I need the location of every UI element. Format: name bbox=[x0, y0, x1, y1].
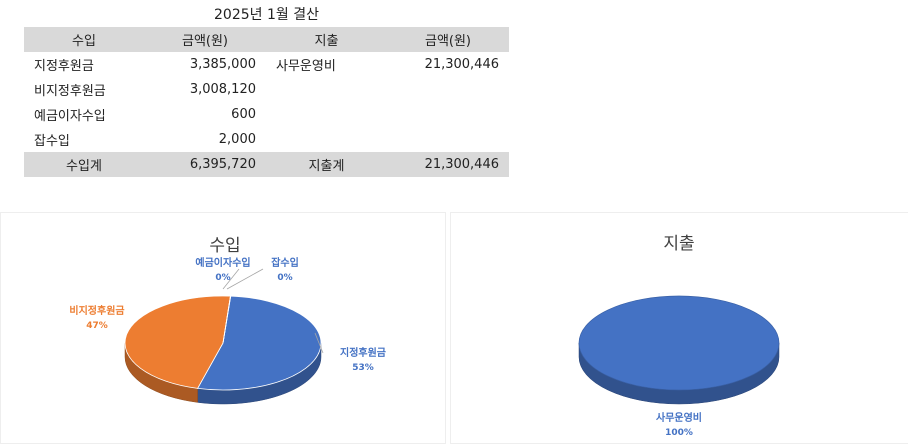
leader-line bbox=[314, 332, 324, 354]
chart-title: 지출 bbox=[663, 234, 694, 254]
pie-slice bbox=[222, 295, 232, 344]
income-item: 잡수입 bbox=[34, 134, 70, 149]
pie-slice bbox=[196, 295, 322, 391]
expense-amount bbox=[387, 77, 509, 102]
expense-item bbox=[266, 102, 387, 127]
expense-amount bbox=[387, 127, 509, 152]
table-row: 지정후원금 3,385,000 사무운영비 21,300,446 bbox=[24, 52, 509, 77]
data-label-category: 비지정후원금 bbox=[69, 304, 124, 317]
expense-total-label: 지출계 bbox=[266, 152, 387, 177]
sheet-title: 2025년 1월 결산 bbox=[214, 7, 319, 23]
leader-line bbox=[226, 268, 264, 290]
data-label-category: 잡수입 bbox=[271, 256, 299, 269]
expense-item bbox=[266, 127, 387, 152]
expense-item bbox=[266, 77, 387, 102]
data-label-percent: 53% bbox=[352, 363, 374, 373]
expense-total-amount: 21,300,446 bbox=[387, 152, 509, 177]
income-amount: 3,385,000 bbox=[189, 57, 256, 72]
table-total-row: 수입계 6,395,720 지출계 21,300,446 bbox=[24, 152, 509, 177]
header-income-amount: 금액(원) bbox=[144, 27, 266, 52]
data-label-percent: 100% bbox=[665, 428, 693, 438]
table-row: 잡수입 2,000 bbox=[24, 127, 509, 152]
header-expense: 지출 bbox=[266, 27, 387, 52]
data-label-percent: 0% bbox=[277, 273, 292, 283]
data-label-category: 사무운영비 bbox=[656, 411, 702, 424]
income-item: 예금이자수입 bbox=[34, 109, 106, 124]
pie-slice bbox=[578, 295, 780, 391]
table-header-row: 수입 금액(원) 지출 금액(원) bbox=[24, 27, 509, 52]
expense-amount: 21,300,446 bbox=[424, 57, 499, 72]
data-label-category: 예금이자수입 bbox=[195, 256, 250, 269]
income-amount: 2,000 bbox=[218, 132, 256, 147]
header-income: 수입 bbox=[24, 27, 144, 52]
income-total-label: 수입계 bbox=[24, 152, 144, 177]
settlement-table: 수입 금액(원) 지출 금액(원) 지정후원금 3,385,000 사무운영비 … bbox=[24, 27, 509, 177]
header-expense-amount: 금액(원) bbox=[387, 27, 509, 52]
income-item: 지정후원금 bbox=[34, 59, 94, 74]
data-label-category: 지정후원금 bbox=[340, 346, 386, 359]
table-row: 예금이자수입 600 bbox=[24, 102, 509, 127]
income-amount: 600 bbox=[231, 107, 256, 122]
expense-amount bbox=[387, 102, 509, 127]
data-label-percent: 0% bbox=[215, 273, 230, 283]
income-item: 비지정후원금 bbox=[34, 84, 106, 99]
income-total-amount: 6,395,720 bbox=[144, 152, 266, 177]
income-amount: 3,008,120 bbox=[189, 82, 256, 97]
data-label-percent: 47% bbox=[86, 321, 108, 331]
leader-line bbox=[222, 268, 240, 290]
chart-title: 수입 bbox=[209, 236, 240, 256]
pie-slice bbox=[124, 295, 231, 389]
table-row: 비지정후원금 3,008,120 bbox=[24, 77, 509, 102]
expense-item: 사무운영비 bbox=[276, 59, 336, 74]
